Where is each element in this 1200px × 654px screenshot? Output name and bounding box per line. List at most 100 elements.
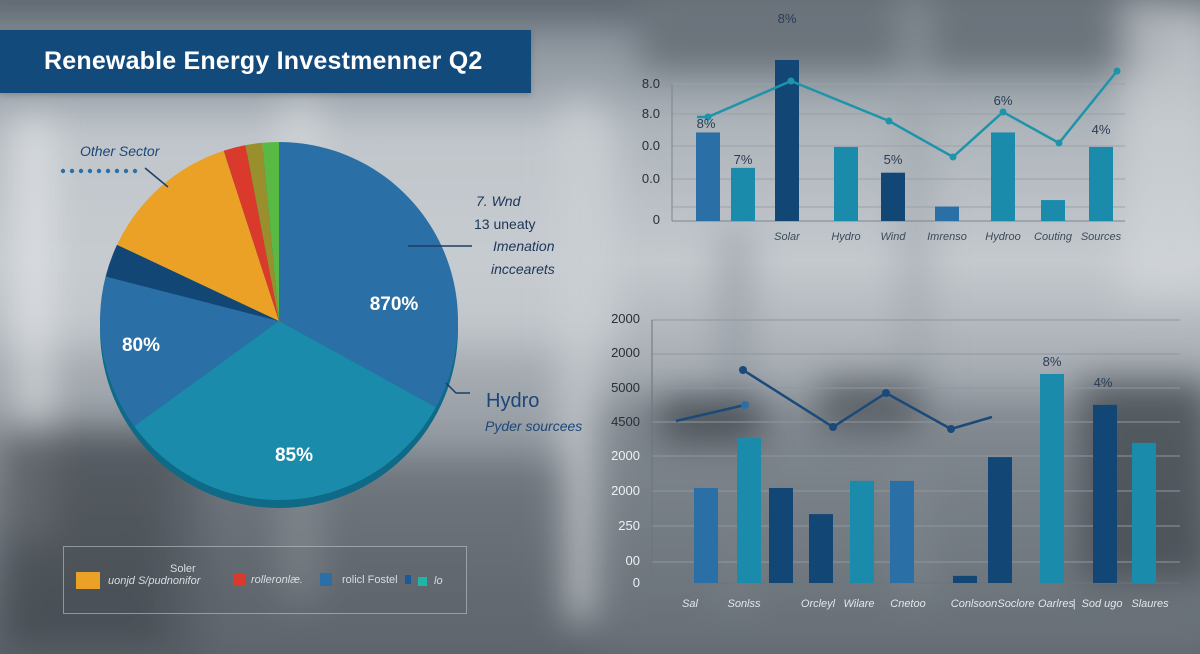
- y-tick-label: 00: [625, 553, 640, 568]
- top-bar: [991, 132, 1015, 221]
- top-bar: [696, 132, 720, 221]
- wind-annotation-line-3: Imenation: [493, 238, 555, 254]
- legend-swatch-red: [233, 574, 245, 586]
- y-tick-label: 250: [618, 518, 640, 533]
- x-tick-label: Hydro: [831, 231, 861, 243]
- top-chart-bars: [696, 60, 1113, 221]
- legend-swatch-navy: [405, 575, 411, 584]
- y-tick-label: 0: [652, 212, 660, 227]
- page-title: Renewable Energy Investmenner Q2: [44, 47, 483, 75]
- x-tick-label: Wilare: [843, 598, 875, 610]
- y-tick-label: 2000: [611, 345, 640, 360]
- wind-annotation-line-4: inccearets: [491, 261, 555, 277]
- legend-swatch-orange: [76, 572, 100, 589]
- top-bar: [1041, 200, 1065, 221]
- top-bar: [731, 167, 755, 221]
- pie-slice: [262, 142, 279, 321]
- pie-slice: [99, 276, 279, 427]
- top-bar: [775, 60, 799, 221]
- x-tick-label: Sources: [1080, 231, 1122, 243]
- bar-value-label: 8%: [777, 11, 797, 26]
- bottom-bar: [850, 480, 874, 583]
- pie-chart: [60, 142, 472, 508]
- line-marker: [949, 153, 957, 161]
- y-tick-label: 0.0: [641, 138, 660, 153]
- pie-slice: [117, 150, 280, 321]
- bottom-bar: [1093, 404, 1117, 583]
- bottom-bar: [1132, 442, 1156, 583]
- bar-value-label: 5%: [883, 152, 903, 167]
- pie-slice: [134, 321, 436, 500]
- x-tick-label: Slaures: [1131, 598, 1169, 610]
- bottom-chart-line-markers: [739, 366, 955, 433]
- wind-annotation-line-2: 13 uneaty: [474, 216, 536, 232]
- legend-item-solar: uonjd S/pudnonifor: [76, 572, 200, 589]
- x-tick-label: |: [1072, 598, 1076, 610]
- bottom-chart-bars: [694, 374, 1156, 583]
- x-tick-label: Sal: [682, 598, 698, 610]
- x-tick-label: Imrenso: [927, 231, 967, 243]
- hydro-annotation-subtitle: Pyder sourcees: [485, 418, 583, 434]
- line-marker: [1113, 67, 1121, 75]
- pie-label-upper-right: 870%: [369, 294, 419, 315]
- pie-slice: [223, 145, 279, 321]
- y-tick-label: 2000: [611, 483, 640, 498]
- line-marker: [999, 108, 1007, 116]
- line-marker: [1055, 139, 1063, 147]
- bar-value-label: 7%: [733, 152, 753, 167]
- line-marker: [885, 117, 893, 125]
- bar-value-label: 4%: [1093, 375, 1113, 390]
- legend-item-teal: lo: [418, 575, 443, 587]
- x-tick-label: Oarlres: [1037, 598, 1075, 610]
- bar-value-label: 4%: [1091, 122, 1111, 137]
- y-tick-label: 2000: [611, 311, 640, 326]
- x-tick-label: Couting: [1034, 231, 1072, 243]
- top-chart-line-markers: [704, 67, 1121, 161]
- bottom-bar: [988, 457, 1012, 583]
- bottom-bar: [694, 488, 718, 583]
- pie-label-bottom: 85%: [274, 445, 314, 466]
- x-tick-label: Sod ugo: [1081, 598, 1123, 610]
- legend-label: rolleronlæ.: [251, 574, 303, 586]
- legend-item-navy: [405, 575, 411, 584]
- bottom-bar: [890, 480, 914, 583]
- bottom-bar: [737, 438, 761, 583]
- bottom-chart-gridlines: [651, 319, 1180, 584]
- x-tick-label: Solar: [774, 231, 800, 243]
- pie-legend: Soler uonjd S/pudnonifor rolleronlæ. rol…: [63, 546, 467, 614]
- dotted-leader: [60, 168, 138, 174]
- y-tick-label: 8.0: [641, 106, 660, 121]
- bottom-bar: [1040, 374, 1064, 583]
- pie-slice: [279, 142, 458, 408]
- x-tick-label: Conlsoon: [950, 598, 998, 610]
- x-tick-label: Cnetoo: [890, 598, 926, 610]
- bottom-chart-line-segment-1: [675, 403, 746, 423]
- top-chart-trend-line: [697, 70, 1118, 159]
- legend-swatch-blue: [320, 573, 332, 586]
- legend-item-red: rolleronlæ.: [233, 574, 303, 586]
- bottom-bar: [769, 488, 793, 583]
- wind-annotation-line-1: 7. Wnd: [476, 193, 521, 209]
- title-banner: Renewable Energy Investmenner Q2: [0, 30, 531, 93]
- bar-value-label: 6%: [993, 93, 1013, 108]
- pie-label-left: 80%: [121, 335, 161, 356]
- line-marker: [787, 77, 795, 85]
- bar-value-label: 8%: [1042, 354, 1062, 369]
- x-tick-label: Orcleyl: [800, 598, 836, 610]
- bottom-bar: [953, 575, 977, 583]
- top-bar: [935, 206, 959, 221]
- x-tick-label: Hydroo: [985, 231, 1021, 243]
- legend-label: lo: [434, 575, 443, 587]
- hydro-leader-line: [445, 382, 470, 394]
- top-bar: [834, 146, 858, 221]
- legend-swatch-teal: [418, 576, 427, 586]
- bar-value-label: 8%: [696, 116, 716, 131]
- top-bar: [881, 172, 905, 221]
- bottom-chart-line-segment-2: [742, 368, 993, 431]
- top-bar: [1089, 146, 1113, 221]
- hydro-annotation-title: Hydro: [486, 390, 540, 412]
- pie-slice: [105, 244, 279, 321]
- y-tick-label: 2000: [611, 448, 640, 463]
- y-tick-label: 0.0: [641, 171, 660, 186]
